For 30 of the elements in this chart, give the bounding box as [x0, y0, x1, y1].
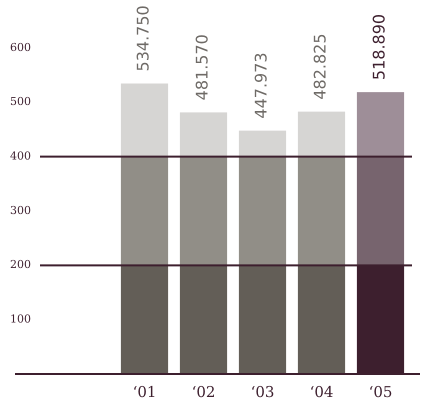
- y-tick-label: 600: [10, 40, 31, 54]
- bar: [180, 112, 228, 157]
- bar: [298, 156, 346, 266]
- bar: [238, 265, 286, 374]
- total-label: 481.570: [192, 34, 212, 100]
- bar: [120, 265, 168, 374]
- bar: [298, 112, 346, 157]
- x-tick-label: ‘05: [368, 382, 392, 401]
- bar: [298, 265, 346, 374]
- y-tick-label: 500: [10, 95, 31, 108]
- y-tick-label: 400: [10, 150, 31, 163]
- bar: [120, 83, 168, 157]
- bar: [120, 156, 168, 266]
- total-label: 447.973: [252, 52, 271, 119]
- total-label: 482.825: [310, 33, 330, 100]
- bar: [238, 156, 286, 266]
- total-label: 518.890: [370, 14, 389, 80]
- bar: [356, 92, 404, 157]
- x-tick-label: ‘04: [310, 382, 334, 401]
- bar: [180, 156, 228, 266]
- total-label: 534.750: [134, 5, 153, 72]
- y-tick-label: 300: [10, 204, 31, 217]
- y-tick-label: 200: [10, 258, 31, 272]
- bar: [180, 265, 228, 374]
- x-tick-label: ‘01: [132, 382, 156, 401]
- bar: [356, 156, 404, 266]
- x-tick-label: ‘02: [192, 382, 216, 401]
- y-tick-label: 100: [10, 312, 31, 326]
- bar: [238, 130, 286, 157]
- x-tick-label: ‘03: [250, 382, 274, 401]
